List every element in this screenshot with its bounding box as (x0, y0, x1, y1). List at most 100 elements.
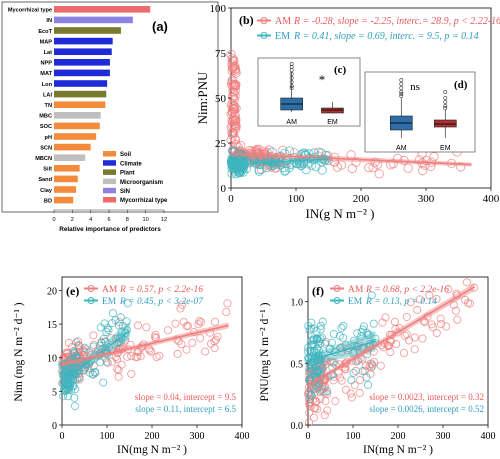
em-point (365, 330, 374, 339)
legend-label: AM (102, 285, 118, 295)
significance-label: ns (410, 81, 420, 93)
am-point (230, 134, 240, 144)
em-point (59, 360, 68, 369)
bar-lat (54, 48, 112, 55)
em-point (319, 387, 328, 396)
am-point (316, 394, 325, 403)
outlier (399, 86, 404, 90)
panel-e-tag: (e) (66, 284, 79, 298)
am-point (89, 331, 98, 340)
x-tick-label: 200 (145, 431, 160, 442)
panel-b-legend: AM R = -0.28, slope = -2.25, interc.= 28.… (257, 16, 500, 42)
outlier (399, 94, 404, 98)
am-point (145, 344, 154, 353)
em-point (73, 375, 82, 384)
em-point (291, 158, 301, 168)
am-point (436, 314, 445, 323)
y-tick-label: 15 (47, 320, 57, 331)
em-point (108, 309, 117, 318)
am-fit-line (61, 324, 229, 366)
em-point (64, 380, 73, 389)
am-point (319, 385, 328, 394)
am-point (133, 321, 142, 330)
am-point (418, 334, 427, 343)
am-point (331, 397, 340, 406)
am-point (227, 107, 237, 118)
em-point (62, 386, 71, 395)
am-point (211, 335, 221, 344)
am-point (392, 153, 403, 164)
y-tick-label: 100 (210, 3, 227, 15)
em-point (76, 357, 85, 366)
outlier (399, 92, 404, 96)
x-tick-label: 400 (481, 431, 496, 442)
panel-a-x-axis-label: Relative importance of predictors (59, 226, 161, 233)
am-point (194, 320, 203, 329)
em-point (301, 164, 311, 175)
em-point (362, 373, 371, 382)
em-point (95, 341, 104, 350)
inset-d-frame (364, 71, 476, 153)
em-point (67, 355, 76, 364)
panel-a-legend: Soil Climate Plant Microorganism SIN Mycorrhi… (103, 151, 168, 204)
bar-label: MAT (40, 71, 52, 77)
inset-category-label: AM (396, 145, 407, 152)
x-tick-label: 400 (235, 431, 250, 442)
x-tick-label: 100 (346, 431, 361, 442)
legend-label: Climate (120, 161, 142, 167)
bar-sand (54, 175, 78, 183)
em-point (280, 166, 290, 176)
x-tick-label: 300 (190, 431, 205, 442)
em-point (70, 402, 79, 411)
inset-category-label: AM (286, 119, 297, 126)
bar-label: Silt (43, 167, 52, 173)
panel-b-scatter: 0 100 200 300 400 0 25 50 75 100 Nim:PNU IN(g N m… (195, 3, 500, 221)
em-point (339, 333, 348, 342)
am-point (305, 389, 314, 398)
em-point (72, 338, 81, 347)
am-point (227, 92, 238, 102)
inset-category-label: EM (440, 145, 451, 152)
am-point (321, 396, 330, 406)
am-point (163, 326, 173, 335)
am-point (386, 348, 395, 357)
bar-label: SCN (40, 145, 52, 151)
am-point (462, 278, 471, 287)
am-point (432, 328, 441, 338)
bar-lai (54, 90, 107, 98)
am-point (402, 312, 411, 322)
em-point (357, 332, 366, 341)
inset-tag: (d) (454, 79, 468, 91)
am-point (111, 353, 120, 362)
am-point (155, 351, 164, 360)
panel-e-x-axis-label: IN(mg N m⁻² ) (117, 444, 187, 456)
legend-label: SIN (120, 189, 130, 195)
bar-soc (54, 122, 100, 130)
outlier (399, 78, 404, 82)
am-point (309, 413, 318, 422)
legend-swatch (103, 169, 116, 175)
am-point (329, 152, 340, 162)
y-tick-label: 20 (47, 286, 57, 297)
bar-mbcn (54, 154, 86, 161)
am-point (425, 291, 434, 300)
am-point (427, 320, 436, 329)
am-point (113, 355, 122, 364)
em-point (310, 388, 319, 397)
bar-label: pH (45, 135, 52, 141)
x-tick-label: 6 (107, 217, 110, 223)
am-point (226, 109, 236, 120)
am-point (228, 103, 238, 114)
am-point (403, 163, 413, 173)
am-point (337, 376, 346, 385)
em-point (368, 361, 377, 370)
em-point (337, 323, 346, 332)
am-fit-equation: slope = 0.04, intercept = 9.5 (135, 392, 237, 402)
em-point (349, 336, 359, 345)
am-point (229, 114, 239, 124)
em-point (306, 374, 315, 383)
em-point (255, 159, 265, 170)
am-point (196, 318, 205, 327)
em-point (363, 380, 373, 389)
